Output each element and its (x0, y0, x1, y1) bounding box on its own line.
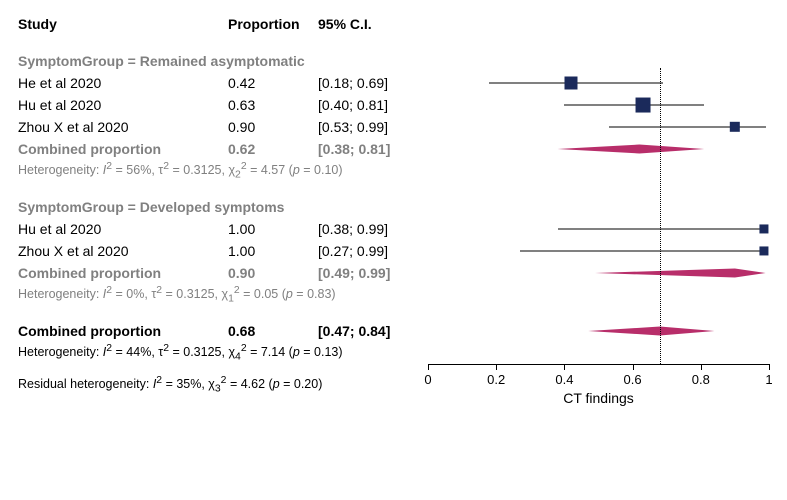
group-title-row: SymptomGroup = Developed symptoms (18, 196, 769, 218)
study-proportion: 0.90 (228, 119, 318, 135)
residual-heterogeneity-row: Residual heterogeneity: I2 = 35%, χ32 = … (18, 364, 769, 406)
study-ci: [0.27; 0.99] (318, 243, 428, 259)
study-proportion: 0.42 (228, 75, 318, 91)
axis-tick (769, 364, 770, 370)
ci-whisker (564, 105, 704, 106)
study-plot-cell (428, 218, 769, 240)
axis-line (428, 364, 769, 365)
x-axis: 00.20.40.60.81CT findings (428, 364, 769, 404)
group-title: SymptomGroup = Remained asymptomatic (18, 53, 428, 69)
axis-tick (428, 364, 429, 370)
heterogeneity-row: Heterogeneity: I2 = 44%, τ2 = 0.3125, χ4… (18, 342, 769, 364)
combined-proportion: 0.62 (228, 141, 318, 157)
point-estimate-marker (759, 224, 768, 233)
study-proportion: 1.00 (228, 243, 318, 259)
point-estimate-marker (759, 246, 768, 255)
heterogeneity-text: Heterogeneity: I2 = 44%, τ2 = 0.3125, χ4… (18, 343, 428, 363)
study-plot-cell (428, 94, 769, 116)
heterogeneity-text: Heterogeneity: I2 = 0%, τ2 = 0.3125, χ12… (18, 285, 769, 305)
study-ci: [0.18; 0.69] (318, 75, 428, 91)
combined-ci: [0.49; 0.99] (318, 265, 428, 281)
ci-whisker (609, 127, 766, 128)
study-name: Hu et al 2020 (18, 221, 228, 237)
axis-tick-label: 0.6 (624, 372, 642, 387)
ci-whisker (558, 229, 766, 230)
combined-row: Combined proportion 0.62 [0.38; 0.81] (18, 138, 769, 160)
axis-tick-label: 1 (765, 372, 772, 387)
point-estimate-marker (565, 77, 578, 90)
axis-tick-label: 0.4 (555, 372, 573, 387)
study-proportion: 0.63 (228, 97, 318, 113)
study-row: He et al 2020 0.42 [0.18; 0.69] (18, 72, 769, 94)
study-row: Hu et al 2020 0.63 [0.40; 0.81] (18, 94, 769, 116)
combined-plot-cell (428, 138, 769, 160)
combined-plot-cell (428, 262, 769, 284)
header-row: Study Proportion 95% C.I. (18, 12, 769, 36)
heterogeneity-row: Heterogeneity: I2 = 56%, τ2 = 0.3125, χ2… (18, 160, 769, 182)
study-plot-cell (428, 240, 769, 262)
header-plot-spacer (428, 12, 769, 36)
diamond-marker (428, 326, 769, 337)
header-study: Study (18, 16, 228, 32)
group-title-row: SymptomGroup = Remained asymptomatic (18, 50, 769, 72)
heterogeneity-text: Heterogeneity: I2 = 56%, τ2 = 0.3125, χ2… (18, 161, 769, 181)
study-name: Zhou X et al 2020 (18, 243, 228, 259)
combined-label: Combined proportion (18, 141, 228, 157)
study-row: Zhou X et al 2020 1.00 [0.27; 0.99] (18, 240, 769, 262)
header-proportion: Proportion (228, 16, 318, 32)
study-row: Hu et al 2020 1.00 [0.38; 0.99] (18, 218, 769, 240)
study-name: He et al 2020 (18, 75, 228, 91)
axis-tick-label: 0 (424, 372, 431, 387)
spacer (18, 306, 769, 320)
combined-label: Combined proportion (18, 265, 228, 281)
study-ci: [0.38; 0.99] (318, 221, 428, 237)
axis-tick (496, 364, 497, 370)
combined-proportion: 0.90 (228, 265, 318, 281)
spacer (18, 182, 769, 196)
forest-plot: Study Proportion 95% C.I. SymptomGroup =… (18, 12, 769, 406)
spacer (18, 36, 769, 50)
residual-heterogeneity-text: Residual heterogeneity: I2 = 35%, χ32 = … (18, 375, 428, 395)
study-plot-cell (428, 116, 769, 138)
study-row: Zhou X et al 2020 0.90 [0.53; 0.99] (18, 116, 769, 138)
combined-ci: [0.38; 0.81] (318, 141, 428, 157)
study-name: Zhou X et al 2020 (18, 119, 228, 135)
ci-whisker (520, 251, 766, 252)
study-ci: [0.40; 0.81] (318, 97, 428, 113)
axis-title: CT findings (563, 390, 634, 406)
axis-tick-label: 0.8 (692, 372, 710, 387)
axis-cell: 00.20.40.60.81CT findings (428, 364, 769, 406)
study-plot-cell (428, 72, 769, 94)
diamond-marker (428, 268, 769, 279)
axis-tick (701, 364, 702, 370)
combined-ci: [0.47; 0.84] (318, 323, 428, 339)
combined-row: Combined proportion 0.68 [0.47; 0.84] (18, 320, 769, 342)
study-proportion: 1.00 (228, 221, 318, 237)
point-estimate-marker (730, 122, 740, 132)
combined-proportion: 0.68 (228, 323, 318, 339)
heterogeneity-row: Heterogeneity: I2 = 0%, τ2 = 0.3125, χ12… (18, 284, 769, 306)
combined-row: Combined proportion 0.90 [0.49; 0.99] (18, 262, 769, 284)
axis-tick-label: 0.2 (487, 372, 505, 387)
axis-tick (564, 364, 565, 370)
study-name: Hu et al 2020 (18, 97, 228, 113)
combined-plot-cell (428, 320, 769, 342)
axis-tick (633, 364, 634, 370)
group-title: SymptomGroup = Developed symptoms (18, 199, 428, 215)
reference-line (660, 68, 661, 364)
diamond-marker (428, 144, 769, 155)
point-estimate-marker (635, 98, 650, 113)
study-ci: [0.53; 0.99] (318, 119, 428, 135)
combined-label: Combined proportion (18, 323, 228, 339)
header-ci: 95% C.I. (318, 16, 428, 32)
